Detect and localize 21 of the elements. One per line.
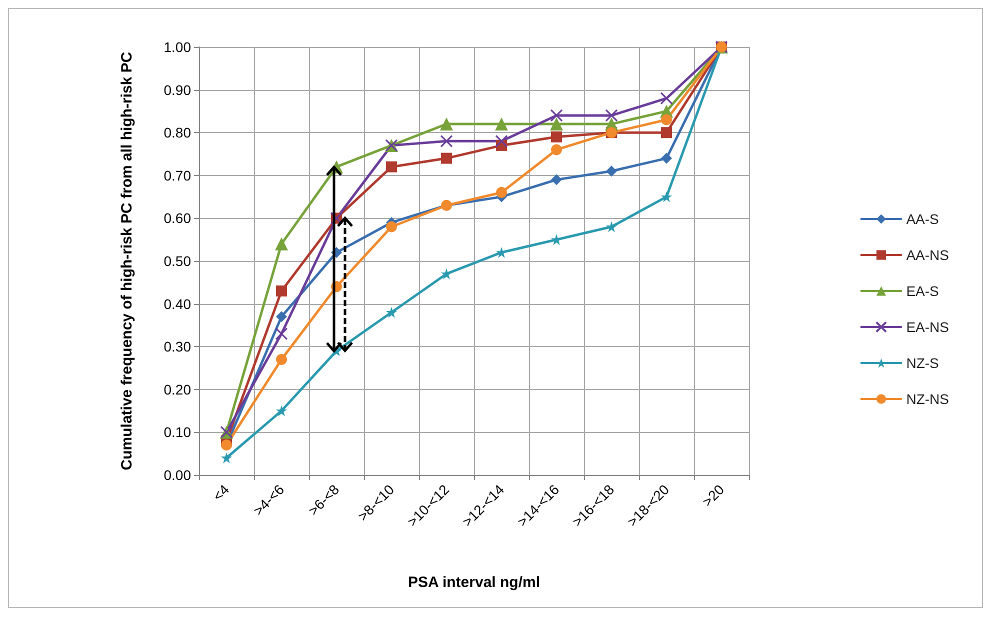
- legend-label: AA-S: [906, 211, 939, 227]
- y-tick-label: 0.80: [164, 124, 192, 141]
- y-tick-label: 0.10: [164, 424, 192, 440]
- legend-label: EA-S: [906, 283, 939, 299]
- x-tick-label: >20: [699, 481, 728, 510]
- x-tick-label: <4: [210, 481, 232, 504]
- y-tick-label: 0.50: [164, 253, 192, 269]
- y-tick-label: 0.30: [164, 338, 192, 355]
- y-axis-title: Cumulative frequency of high-risk PC from all high-risk PC: [118, 52, 136, 470]
- x-axis-title: PSA interval ng/ml: [408, 574, 540, 591]
- y-tick-label: 0.40: [164, 296, 192, 312]
- y-tick-label: 0.20: [164, 381, 192, 398]
- y-tick-label: 1.00: [164, 39, 192, 55]
- y-tick-label: 0.60: [164, 210, 192, 226]
- legend-label: EA-NS: [906, 319, 950, 335]
- legend-label: NZ-S: [906, 355, 939, 371]
- legend-label: AA-NS: [906, 247, 950, 263]
- y-tick-label: 0.00: [164, 467, 192, 483]
- y-tick-label: 0.90: [164, 82, 192, 98]
- legend-label: NZ-NS: [906, 391, 949, 407]
- y-tick-label: 0.70: [164, 167, 192, 184]
